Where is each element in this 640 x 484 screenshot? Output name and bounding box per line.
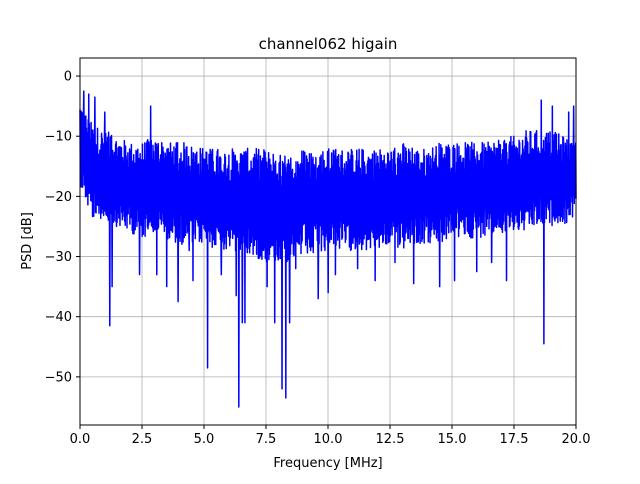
- x-tick-label: 10.0: [314, 432, 343, 447]
- y-axis-label: PSD [dB]: [20, 212, 35, 270]
- tick-marks: 0.0 2.5 5.0 7.5 10.0 12.5 15.0 17.5 20.0 0 −10 −20 −…: [45, 70, 591, 447]
- y-tick-label: −30: [45, 250, 72, 265]
- x-tick-label: 5.0: [194, 432, 215, 447]
- psd-series-line: [79, 90, 577, 408]
- x-tick-label: 12.5: [376, 432, 405, 447]
- x-tick-label: 20.0: [562, 432, 591, 447]
- x-tick-label: 15.0: [438, 432, 467, 447]
- y-tick-label: −40: [45, 310, 72, 325]
- y-tick-label: 0: [64, 70, 72, 85]
- chart-title: channel062 higain: [259, 35, 398, 53]
- x-tick-label: 17.5: [500, 432, 529, 447]
- x-tick-label: 7.5: [256, 432, 277, 447]
- y-tick-label: −50: [45, 370, 72, 385]
- plot-area: [79, 90, 577, 408]
- x-tick-label: 0.0: [70, 432, 91, 447]
- y-tick-label: −10: [45, 130, 72, 145]
- x-tick-label: 2.5: [132, 432, 153, 447]
- y-tick-label: −20: [45, 190, 72, 205]
- x-axis-label: Frequency [MHz]: [273, 456, 382, 471]
